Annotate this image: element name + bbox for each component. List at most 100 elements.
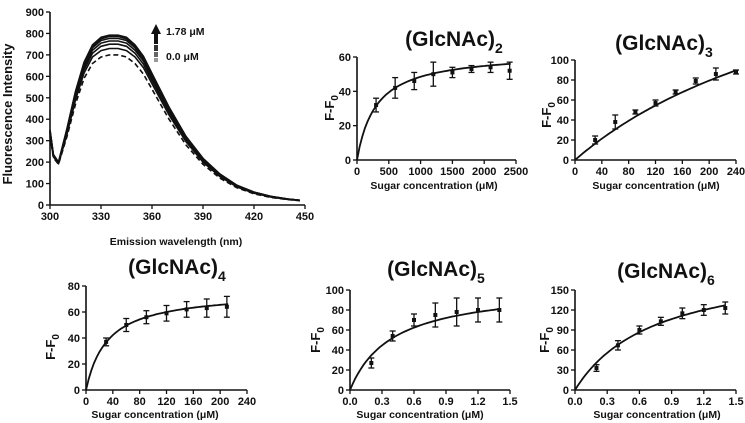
y-tick-label: 0 [345, 155, 351, 167]
x-tick-label: 40 [107, 396, 119, 408]
data-point [633, 110, 638, 114]
data-point [374, 103, 379, 108]
x-tick-label: 0 [83, 396, 89, 408]
x-axis-label: Sugar concentration (μM) [91, 409, 218, 421]
y-tick-label: 200 [26, 157, 44, 169]
y-tick-label: 20 [332, 365, 344, 377]
x-tick-label: 330 [92, 211, 110, 223]
spectrum-line-6 [49, 34, 300, 202]
y-tick-label: 0 [563, 385, 569, 397]
y-tick-label: 0 [338, 385, 344, 397]
x-tick-label: 420 [245, 211, 263, 223]
x-tick-label: 1.5 [502, 396, 517, 408]
data-point [693, 79, 698, 83]
data-point [433, 313, 438, 317]
panel-spectra: Fluorescence Intensity Emission waveleng… [0, 7, 314, 248]
data-point [469, 67, 474, 72]
y-tick-label: 80 [332, 305, 344, 317]
y-tick-label: 40 [339, 86, 351, 98]
y-axis-label: F-F0 [537, 327, 556, 353]
increase-arrow-bar-3 [154, 52, 158, 57]
x-tick-label: 0.0 [342, 396, 357, 408]
y-tick-label: 40 [68, 333, 80, 345]
y-tick-label: 700 [26, 50, 44, 62]
y-tick-label: 300 [26, 136, 44, 148]
data-point [369, 361, 374, 365]
x-tick-label: 0.3 [600, 396, 615, 408]
increase-arrow-head [151, 24, 161, 34]
data-point [412, 318, 416, 322]
data-point [613, 120, 618, 124]
y-tick-label: 20 [339, 121, 351, 133]
panel-title: (GlcNAc)6 [617, 260, 715, 288]
x-axis-label: Sugar concentration (μM) [370, 180, 497, 192]
x-axis-label: Sugar concentration (μM) [593, 409, 720, 421]
y-tick-label: 60 [68, 307, 80, 319]
y-tick-label: 900 [26, 7, 44, 19]
data-point [658, 319, 663, 324]
x-tick-label: 40 [596, 166, 608, 178]
x-tick-label: 0.3 [374, 396, 389, 408]
y-tick-label: 0 [38, 200, 44, 212]
fit-curve [85, 303, 229, 391]
y-tick-label: 60 [332, 325, 344, 337]
y-tick-label: 20 [68, 359, 80, 371]
x-tick-label: 200 [211, 396, 229, 408]
x-tick-label: 1000 [408, 166, 432, 178]
x-tick-label: 2500 [504, 166, 528, 178]
x-tick-label: 1.2 [470, 396, 485, 408]
x-axis-label: Sugar concentration (μM) [592, 180, 719, 192]
x-tick-label: 300 [41, 211, 59, 223]
data-point [701, 308, 706, 312]
x-tick-label: 360 [143, 211, 161, 223]
y-axis-label: F-F0 [322, 95, 341, 121]
panel-title: (GlcNAc)3 [615, 32, 713, 60]
y-tick-label: 30 [557, 365, 569, 377]
y-tick-label: 80 [68, 281, 80, 293]
y-tick-label: 120 [551, 305, 569, 317]
data-point [393, 85, 398, 90]
y-axis-label: F-F0 [539, 102, 558, 128]
y-tick-label: 800 [26, 28, 44, 40]
data-point [104, 339, 109, 344]
data-point [390, 334, 395, 338]
data-point [454, 310, 459, 314]
data-point [507, 68, 512, 73]
data-point [615, 343, 620, 348]
data-point [653, 101, 658, 105]
y-tick-label: 60 [339, 52, 351, 64]
data-point [450, 70, 455, 75]
x-tick-label: 120 [157, 396, 175, 408]
data-point [184, 307, 189, 312]
data-point [431, 72, 436, 77]
x-tick-label: 0.0 [567, 396, 582, 408]
y-tick-label: 600 [26, 71, 44, 83]
x-tick-label: 160 [184, 396, 202, 408]
x-tick-label: 80 [623, 166, 635, 178]
data-point [476, 308, 480, 312]
y-tick-label: 80 [557, 75, 569, 87]
x-tick-label: 80 [134, 396, 146, 408]
y-tick-label: 0 [74, 385, 80, 397]
data-point [593, 138, 598, 142]
panel-glcnac5: (GlcNAc)5 F-F0 Sugar concentration (μM) … [308, 258, 518, 421]
x-axis-label: Emission wavelength (nm) [110, 236, 242, 248]
x-tick-label: 1500 [440, 166, 464, 178]
data-point [124, 323, 129, 327]
y-tick-label: 0 [563, 155, 569, 167]
y-tick-label: 20 [557, 135, 569, 147]
data-point [164, 311, 169, 316]
fit-curve [574, 304, 726, 391]
x-tick-label: 0.9 [438, 396, 453, 408]
panel-title: (GlcNAc)2 [405, 28, 503, 56]
data-point [713, 72, 718, 76]
y-tick-label: 500 [26, 93, 44, 105]
data-point [204, 306, 209, 311]
x-tick-label: 0.6 [632, 396, 647, 408]
x-axis-label: Sugar concentration (μM) [356, 409, 483, 421]
fit-curve [349, 308, 500, 391]
increase-arrow-bar-1 [154, 33, 158, 44]
y-axis-label: F-F0 [308, 327, 327, 353]
y-tick-label: 100 [326, 285, 344, 297]
